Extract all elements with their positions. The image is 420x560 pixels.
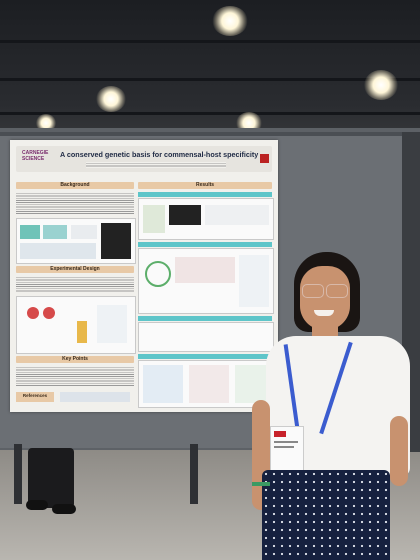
poster-title: A conserved genetic basis for commensal-… <box>60 150 259 159</box>
presenter-skirt <box>262 470 390 560</box>
figure-element <box>27 307 39 319</box>
figure-panel <box>20 243 96 259</box>
section-header-results: Results <box>138 182 272 189</box>
microscopy-image <box>169 205 201 225</box>
section-header-key-points: Key Points <box>16 356 134 363</box>
key-points-text <box>16 366 134 386</box>
sponsor-logos <box>60 392 130 402</box>
glasses-icon <box>302 284 324 298</box>
ceiling-light <box>36 114 56 132</box>
background-person-shoe <box>52 504 76 514</box>
experimental-design-text <box>16 276 134 292</box>
background-text <box>16 192 134 214</box>
ceiling <box>0 0 420 150</box>
figure-element <box>43 307 55 319</box>
figure-panel <box>20 225 40 239</box>
section-header-references: References <box>16 392 54 402</box>
results-figure-1 <box>138 198 274 240</box>
section-header-experimental-design: Experimental Design <box>16 266 134 273</box>
figure-panel <box>235 365 269 403</box>
research-poster: CARNEGIE SCIENCE A conserved genetic bas… <box>10 140 278 412</box>
figure-panel <box>189 365 229 403</box>
microscopy-image <box>101 223 131 259</box>
glasses-icon <box>326 284 348 298</box>
results-figure-4 <box>138 360 274 408</box>
experimental-design-figure <box>16 296 136 354</box>
flask-icon <box>77 321 87 343</box>
circular-plot <box>145 261 171 287</box>
results-subheader <box>138 242 272 247</box>
ceiling-beam <box>0 40 420 43</box>
badge-text <box>274 441 298 443</box>
results-subheader <box>138 192 272 197</box>
figure-panel <box>43 225 67 239</box>
badge-logo <box>274 431 286 437</box>
background-person-shoe <box>26 500 48 510</box>
ceiling-light <box>96 86 126 112</box>
figure-panel <box>143 205 165 233</box>
poster-authors <box>86 162 226 168</box>
section-header-background: Background <box>16 182 134 189</box>
figure-panel <box>71 225 97 239</box>
ceiling-beam <box>0 112 420 115</box>
figure-panel <box>239 255 269 307</box>
ceiling-light <box>212 6 248 36</box>
board-leg <box>190 444 198 504</box>
figure-panel <box>97 305 127 343</box>
figure-panel <box>205 205 269 225</box>
board-leg <box>14 444 22 504</box>
results-figure-2 <box>138 248 274 314</box>
badge-text <box>274 446 294 448</box>
bracelet <box>252 482 270 486</box>
presenter-arm <box>390 416 408 486</box>
results-figure-3 <box>138 322 274 352</box>
poster-header: CARNEGIE SCIENCE A conserved genetic bas… <box>16 146 272 172</box>
smile <box>314 310 334 316</box>
carnegie-science-logo: CARNEGIE SCIENCE <box>22 150 49 162</box>
background-person-legs <box>28 448 74 508</box>
ceiling-light <box>364 70 398 100</box>
qr-code-icon <box>260 154 269 163</box>
figure-panel <box>143 365 183 403</box>
background-figure <box>16 218 136 264</box>
results-subheader <box>138 354 272 359</box>
presenter-face <box>300 266 350 330</box>
figure-panel <box>175 257 235 283</box>
ceiling-beam <box>0 78 420 81</box>
results-subheader <box>138 316 272 321</box>
